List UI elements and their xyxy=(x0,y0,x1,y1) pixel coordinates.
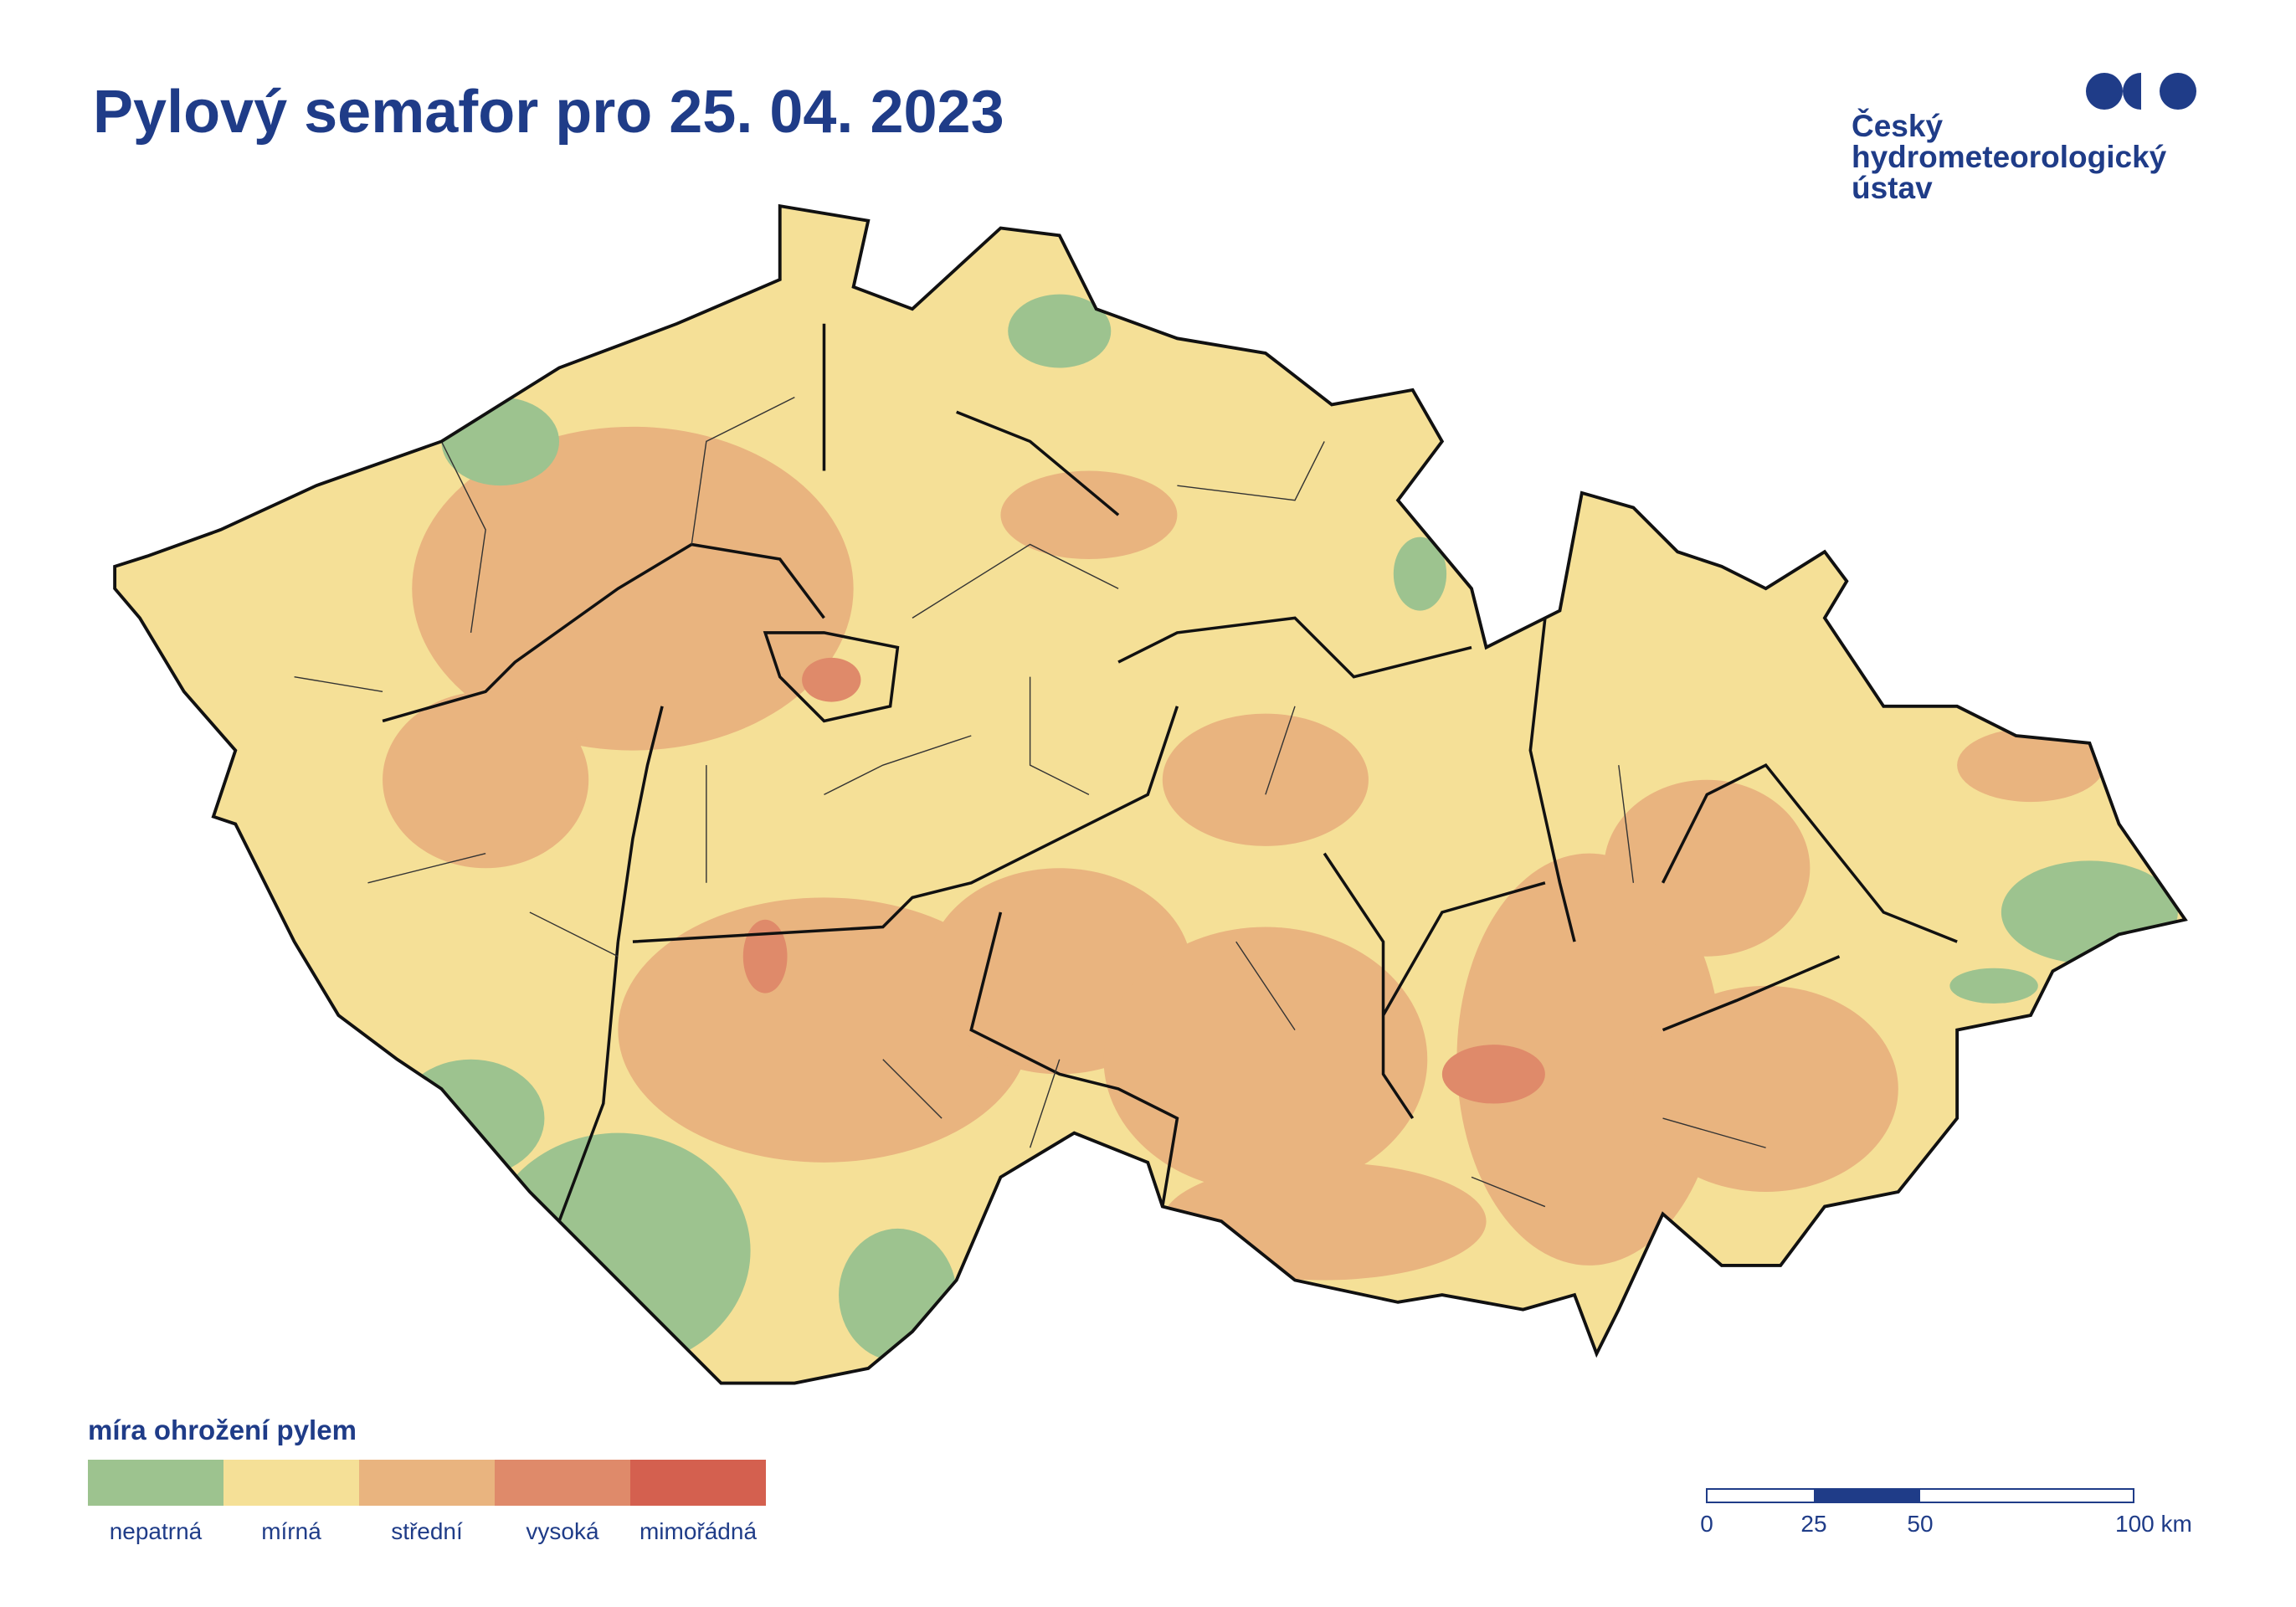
area-medium xyxy=(1103,927,1428,1192)
area-medium xyxy=(1000,470,1178,560)
area-medium xyxy=(1162,713,1369,846)
scale-label: 25 xyxy=(1800,1511,1826,1537)
logo-text: ústav xyxy=(1852,171,1933,205)
legend-swatch xyxy=(359,1460,495,1506)
area-high xyxy=(1441,1045,1545,1104)
title: Pylový semafor pro 25. 04. 2023 xyxy=(93,79,1004,146)
area-low xyxy=(1008,294,1112,368)
legend-label: mírná xyxy=(261,1518,321,1544)
scale-bar: 0 25 50 100 km xyxy=(1700,1488,2192,1537)
legend: nepatrná mírná střední vysoká mimořádná xyxy=(88,1460,766,1544)
area-medium xyxy=(1957,728,2104,803)
logo-dot xyxy=(2123,73,2141,110)
area-medium xyxy=(1456,853,1722,1266)
region-borders xyxy=(382,323,1958,1222)
scale-label: 100 km xyxy=(2115,1511,2192,1537)
area-high xyxy=(802,657,861,702)
legend-swatch xyxy=(88,1460,223,1506)
legend-swatch xyxy=(223,1460,359,1506)
logo-text: hydrometeorologický xyxy=(1852,140,2167,174)
district-borders xyxy=(294,397,1766,1208)
legend-swatch xyxy=(495,1460,630,1506)
legend-label: nepatrná xyxy=(110,1518,203,1544)
legend-label: střední xyxy=(391,1518,463,1544)
legend-label: vysoká xyxy=(526,1518,599,1544)
area-low xyxy=(1393,537,1447,611)
area-medium xyxy=(1604,779,1811,957)
legend-title: míra ohrožení pylem xyxy=(88,1414,357,1445)
area-low xyxy=(1949,968,2038,1004)
logo-dot xyxy=(2160,73,2196,110)
legend-label: mimořádná xyxy=(639,1518,757,1544)
scale-segment xyxy=(1814,1489,1920,1502)
logo: Český hydrometeorologický ústav xyxy=(1852,73,2196,205)
area-medium xyxy=(412,426,854,751)
scale-label: 0 xyxy=(1700,1511,1713,1537)
area-medium xyxy=(383,691,589,869)
area-medium xyxy=(1633,985,1898,1192)
area-high xyxy=(742,919,788,993)
logo-text: Český xyxy=(1852,108,1943,143)
scale-label: 50 xyxy=(1907,1511,1933,1537)
area-medium xyxy=(618,897,1030,1163)
legend-swatch xyxy=(630,1460,766,1506)
logo-dot xyxy=(2086,73,2123,110)
